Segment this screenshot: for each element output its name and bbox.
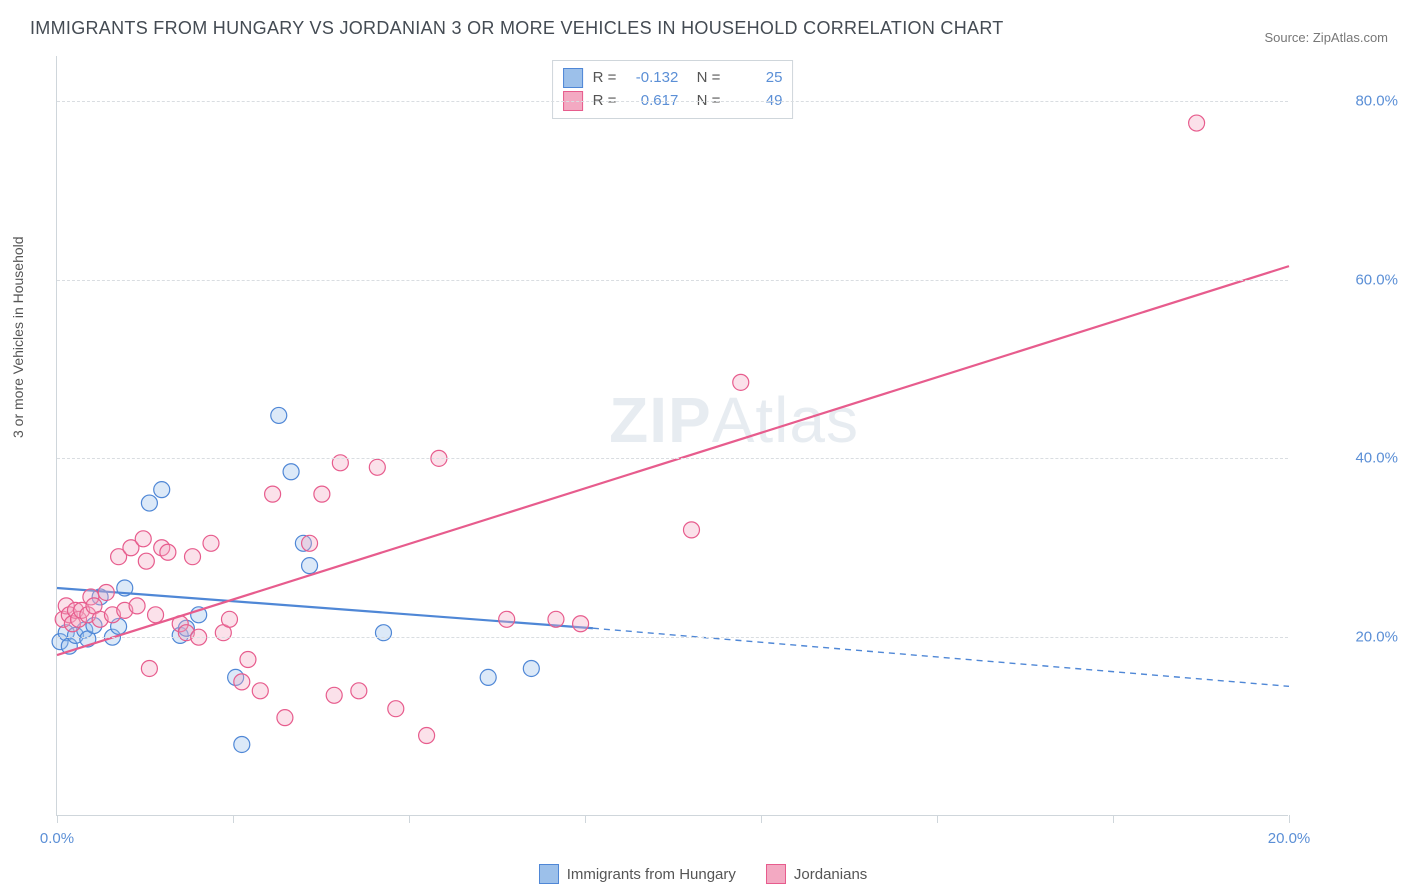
data-point: [351, 683, 367, 699]
data-point: [480, 669, 496, 685]
data-point: [138, 553, 154, 569]
x-tick: [233, 815, 234, 823]
data-point: [234, 736, 250, 752]
data-point: [160, 544, 176, 560]
bottom-legend: Immigrants from Hungary Jordanians: [0, 864, 1406, 884]
trendline: [57, 266, 1289, 655]
data-point: [314, 486, 330, 502]
gridline: [57, 101, 1288, 102]
data-point: [523, 660, 539, 676]
data-point: [326, 687, 342, 703]
x-tick: [1289, 815, 1290, 823]
y-tick-label: 40.0%: [1298, 450, 1398, 467]
data-point: [240, 652, 256, 668]
chart-svg: [57, 56, 1289, 816]
data-point: [375, 625, 391, 641]
legend-label-series2: Jordanians: [794, 866, 867, 883]
data-point: [252, 683, 268, 699]
y-tick-label: 60.0%: [1298, 271, 1398, 288]
source-attribution: Source: ZipAtlas.com: [1264, 30, 1388, 45]
data-point: [683, 522, 699, 538]
gridline: [57, 280, 1288, 281]
x-tick: [409, 815, 410, 823]
data-point: [283, 464, 299, 480]
data-point: [203, 535, 219, 551]
y-tick-label: 20.0%: [1298, 629, 1398, 646]
data-point: [271, 407, 287, 423]
data-point: [141, 660, 157, 676]
chart-title: IMMIGRANTS FROM HUNGARY VS JORDANIAN 3 O…: [30, 18, 1004, 39]
legend-item-series2: Jordanians: [766, 864, 867, 884]
x-tick: [585, 815, 586, 823]
data-point: [302, 535, 318, 551]
swatch-series2: [766, 864, 786, 884]
x-tick: [57, 815, 58, 823]
data-point: [573, 616, 589, 632]
x-tick: [1113, 815, 1114, 823]
legend-label-series1: Immigrants from Hungary: [567, 866, 736, 883]
y-axis-label: 3 or more Vehicles in Household: [10, 236, 26, 438]
x-tick-label: 20.0%: [1268, 830, 1311, 847]
legend-item-series1: Immigrants from Hungary: [539, 864, 736, 884]
x-tick: [761, 815, 762, 823]
gridline: [57, 637, 1288, 638]
data-point: [302, 558, 318, 574]
data-point: [154, 482, 170, 498]
data-point: [1189, 115, 1205, 131]
data-point: [733, 374, 749, 390]
data-point: [332, 455, 348, 471]
y-tick-label: 80.0%: [1298, 92, 1398, 109]
data-point: [234, 674, 250, 690]
data-point: [548, 611, 564, 627]
data-point: [135, 531, 151, 547]
data-point: [129, 598, 145, 614]
data-point: [141, 495, 157, 511]
gridline: [57, 458, 1288, 459]
data-point: [98, 584, 114, 600]
data-point: [388, 701, 404, 717]
data-point: [277, 710, 293, 726]
data-point: [148, 607, 164, 623]
data-point: [221, 611, 237, 627]
data-point: [499, 611, 515, 627]
x-tick: [937, 815, 938, 823]
plot-area: ZIPAtlas R = -0.132 N = 25 R = 0.617 N =…: [56, 56, 1288, 816]
data-point: [185, 549, 201, 565]
data-point: [419, 728, 435, 744]
data-point: [369, 459, 385, 475]
swatch-series1: [539, 864, 559, 884]
data-point: [265, 486, 281, 502]
x-tick-label: 0.0%: [40, 830, 74, 847]
